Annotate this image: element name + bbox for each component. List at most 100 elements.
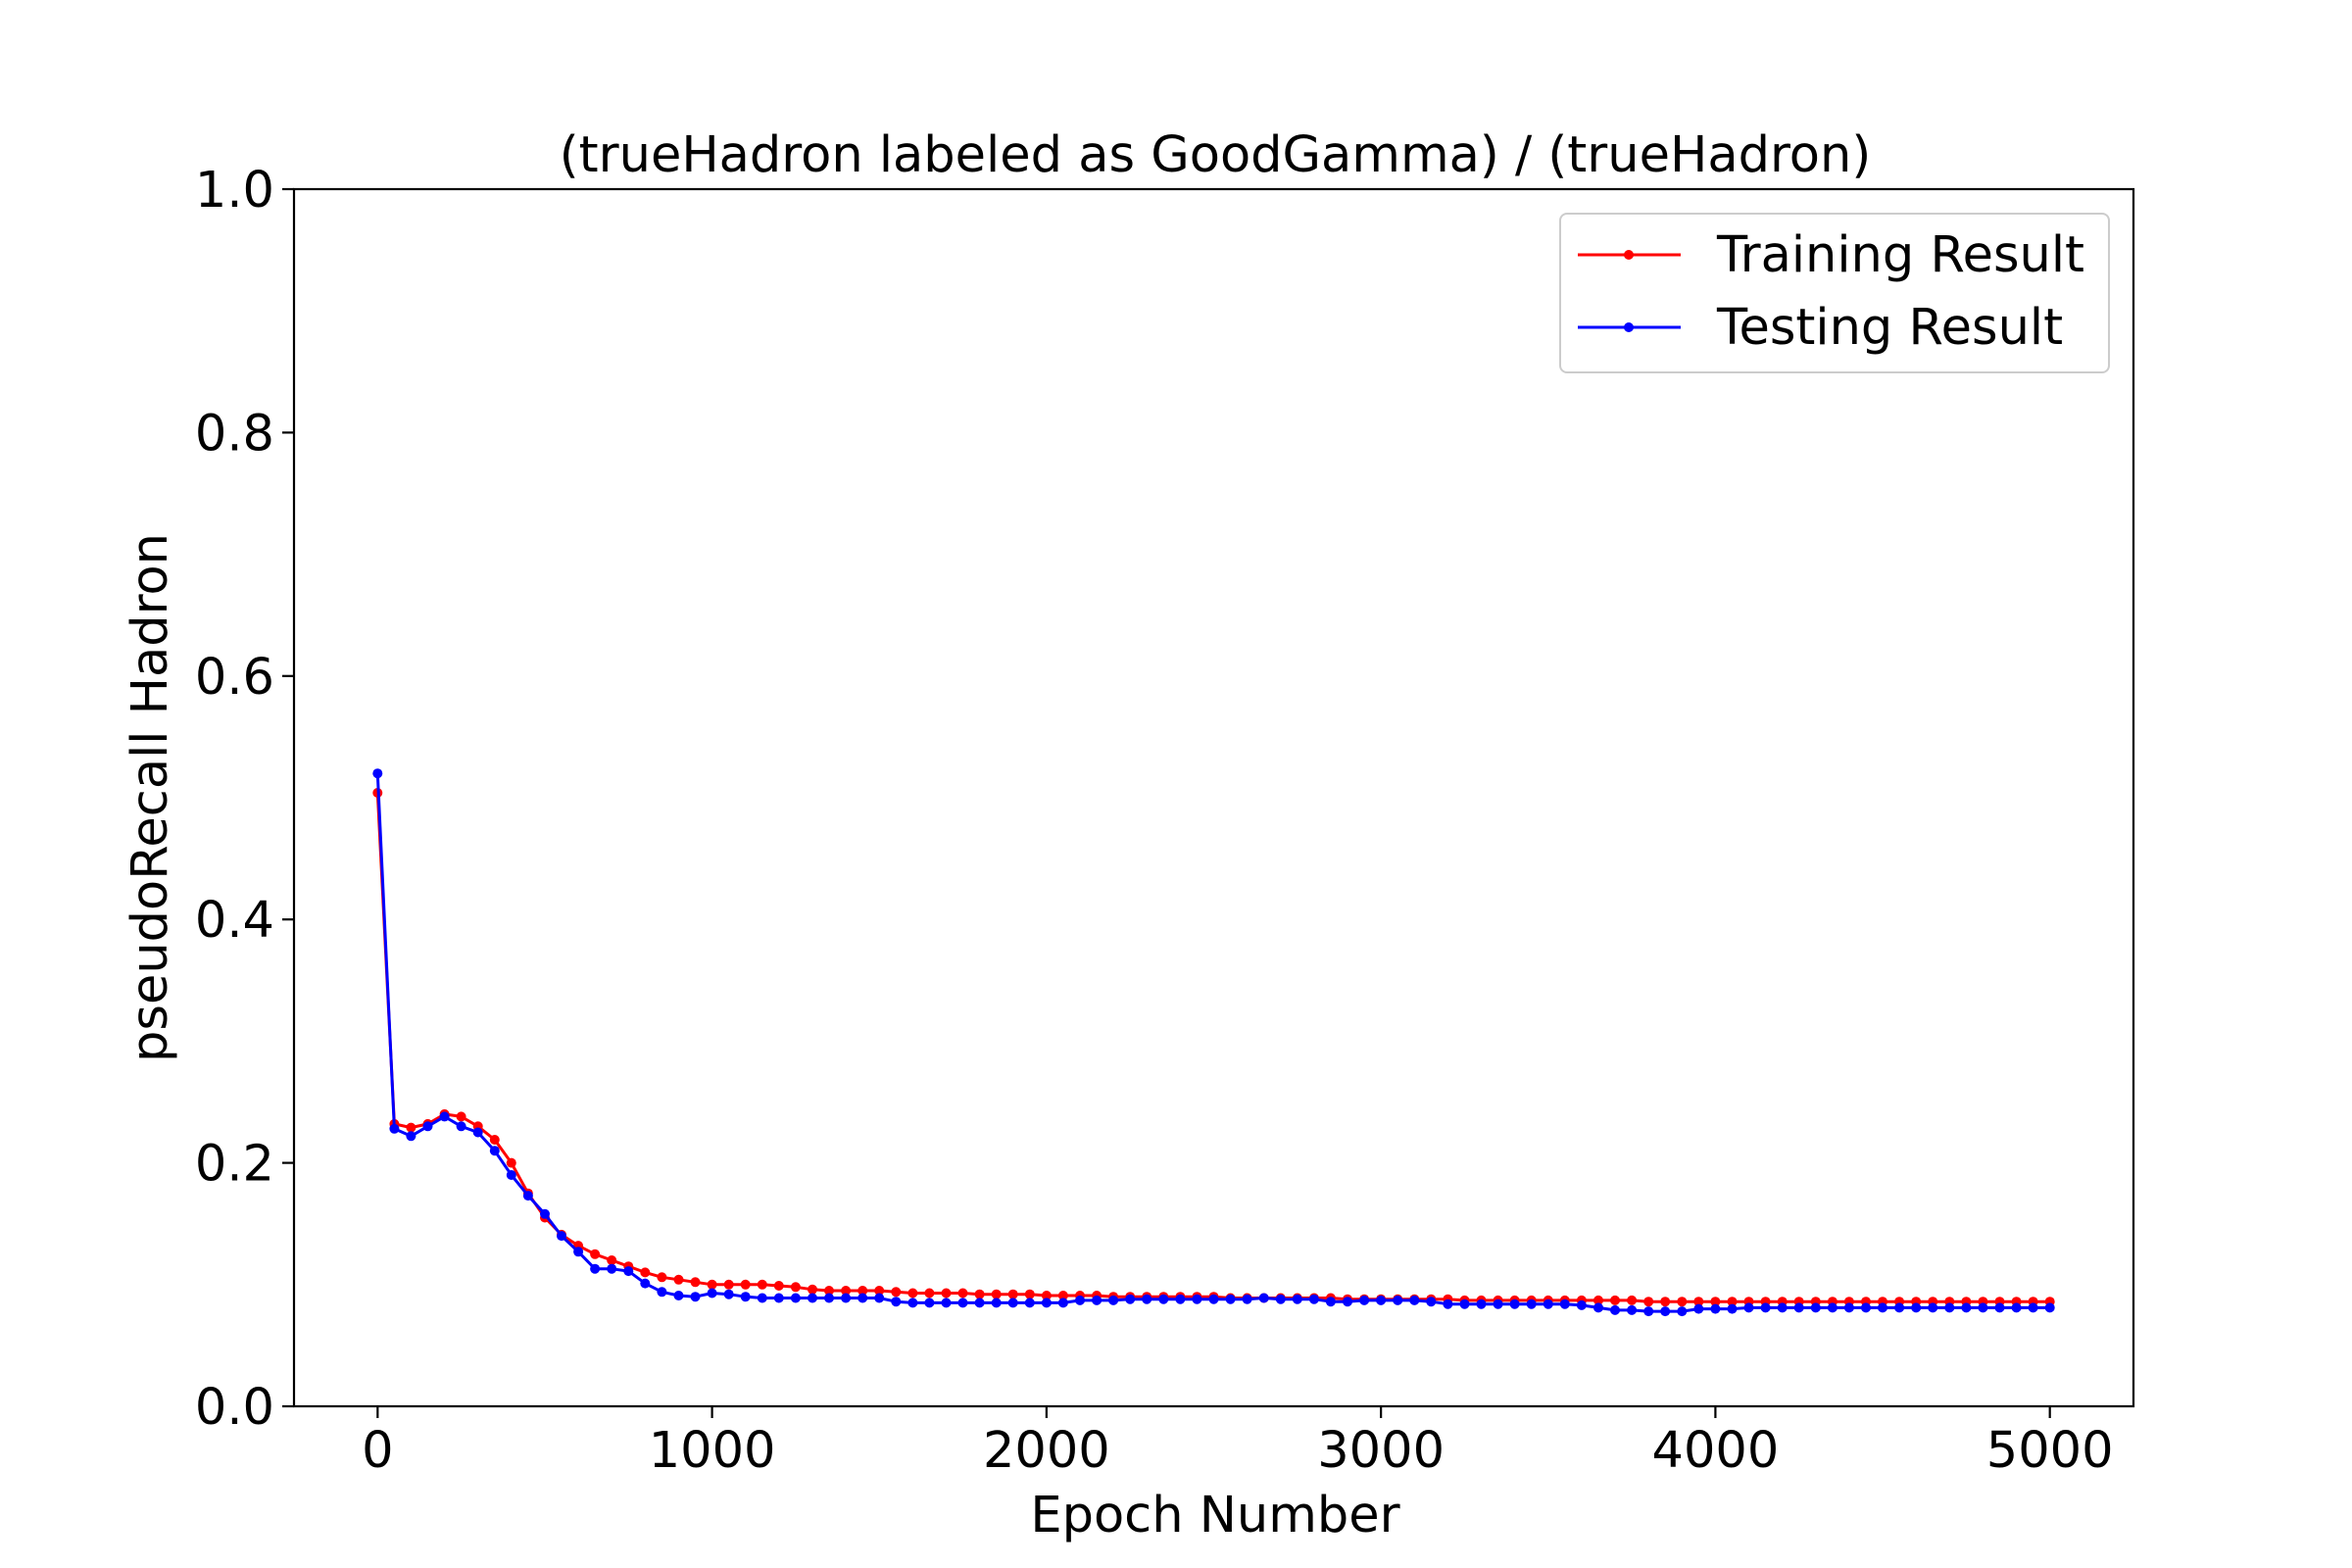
data-point [673,1291,684,1300]
data-point [1944,1302,1955,1313]
data-point [1660,1297,1671,1307]
data-point [1894,1302,1905,1313]
data-point [406,1131,416,1142]
data-point [1057,1291,1068,1300]
data-point [1275,1294,1286,1304]
data-point [907,1298,918,1308]
data-point [907,1288,918,1298]
data-point [640,1267,651,1278]
data-point [1727,1297,1738,1307]
data-point [372,768,383,779]
data-point [1208,1294,1219,1304]
data-point [1041,1291,1052,1300]
data-point [1610,1304,1620,1315]
data-point [489,1135,500,1145]
data-point [891,1287,902,1298]
legend-box [1559,213,2110,373]
data-point [1158,1294,1169,1304]
data-point [1142,1294,1152,1304]
data-point [623,1266,634,1277]
data-point [1861,1302,1871,1313]
data-point [1308,1294,1319,1304]
data-point [1643,1297,1654,1307]
data-point [874,1286,885,1296]
data-point [773,1293,784,1303]
data-point [1693,1297,1704,1307]
data-point [640,1278,651,1289]
data-point [389,1123,400,1134]
data-point [1627,1304,1638,1315]
data-point [773,1281,784,1291]
data-point [406,1122,416,1133]
data-point [1075,1295,1085,1305]
data-point [1677,1306,1688,1317]
data-point [1459,1298,1470,1309]
y-tick-label: 0.0 [195,1379,274,1437]
data-point [1509,1298,1520,1309]
chart-title: (trueHadron labeled as GoodGamma) / (tru… [560,126,1871,184]
series-markers-testing-result [372,768,2055,1317]
data-point [858,1293,868,1303]
data-point [1961,1302,1972,1313]
data-point [841,1286,852,1296]
data-point [1426,1297,1437,1307]
data-point [1693,1303,1704,1314]
data-point [1125,1294,1136,1304]
data-point [1007,1289,1018,1299]
x-tick-label: 3000 [1317,1422,1445,1480]
data-point [1777,1302,1788,1313]
data-point [808,1284,817,1295]
y-tick-label: 0.4 [195,892,274,950]
x-tick-label: 2000 [983,1422,1110,1480]
data-point [1409,1295,1420,1305]
data-point [1710,1303,1721,1314]
data-point [1727,1303,1738,1314]
data-point [1994,1302,2005,1313]
data-point [858,1286,868,1296]
y-tick-label: 0.2 [195,1136,274,1194]
data-point [2011,1302,2022,1313]
legend: Training Result Testing Result [1559,213,2110,373]
data-point [740,1292,751,1302]
y-axis-ticks: 0.0 0.2 0.4 0.6 0.8 1.0 [195,162,294,1437]
data-point [2044,1302,2055,1313]
data-point [723,1289,734,1299]
data-point [924,1288,935,1298]
data-point [1543,1298,1553,1309]
data-point [957,1298,968,1308]
data-point [1242,1294,1252,1304]
data-point [506,1170,516,1180]
data-point [540,1208,550,1219]
data-point [1878,1302,1887,1313]
y-tick-label: 0.8 [195,405,274,463]
data-point [422,1121,433,1132]
data-point [1024,1298,1035,1308]
data-point [1108,1295,1119,1305]
legend-marker-testing [1624,322,1634,332]
data-point [1793,1302,1804,1313]
data-point [1024,1289,1035,1299]
data-point [1610,1295,1620,1305]
data-point [657,1272,667,1283]
data-point [891,1297,902,1307]
data-point [557,1231,566,1242]
data-point [1660,1306,1671,1317]
data-point [1376,1295,1387,1305]
data-point [707,1279,717,1290]
data-point [1978,1302,1988,1313]
legend-marker-training [1624,250,1634,260]
data-point [740,1279,751,1290]
data-point [2028,1302,2038,1313]
data-point [439,1111,450,1122]
data-point [673,1274,684,1285]
data-point [991,1289,1002,1299]
data-point [1760,1302,1771,1313]
data-point [1225,1294,1236,1304]
data-point [1843,1302,1854,1313]
data-point [824,1293,834,1303]
data-point [1343,1297,1352,1307]
data-point [1526,1298,1537,1309]
data-point [1928,1302,1938,1313]
data-point [1911,1302,1922,1313]
